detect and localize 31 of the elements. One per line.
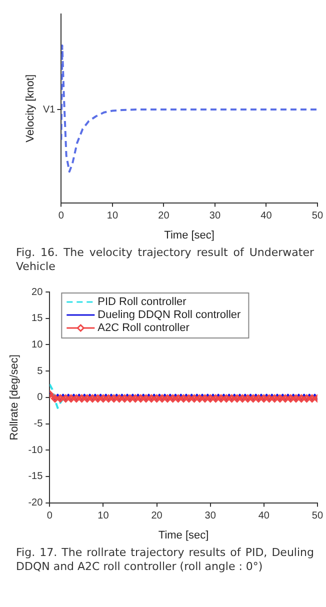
y-tick-label: 15 [32, 313, 44, 324]
x-tick-label: 50 [312, 510, 324, 522]
caption: Fig. 16. The velocity trajectory result of Underwater Vehicle [15, 246, 315, 275]
x-tick-label: 40 [258, 510, 270, 522]
x-axis-title: Time [sec] [164, 229, 214, 242]
x-tick-label: 20 [158, 210, 170, 222]
x-tick-label: 0 [46, 510, 53, 522]
x-tick-label: 10 [106, 210, 118, 222]
y-axis-title: Velocity [knot] [24, 74, 37, 142]
x-axis-title: Time [sec] [158, 529, 209, 542]
y-tick-label: 0 [37, 392, 44, 404]
legend-label: A2C Roll controller [98, 322, 190, 334]
x-tick-label: 30 [204, 510, 216, 522]
y-tick-label: -10 [28, 444, 44, 456]
legend-label: PID Roll controller [98, 296, 187, 308]
y-tick-label: 20 [32, 286, 44, 298]
y-tick-label: -5 [34, 418, 44, 430]
y-axis-title: Rollrate [deg/sec] [8, 354, 21, 440]
y-tick-label: 10 [32, 339, 44, 350]
y-tick-label: -15 [28, 471, 44, 482]
x-tick-label: 40 [260, 210, 272, 222]
x-tick-label: 10 [98, 510, 110, 522]
caption: Fig. 17. The rollrate trajectory results of PID, Deuling DDQN and A2C roll controller (roll angle : 0°) [15, 546, 315, 575]
x-tick-label: 0 [58, 210, 64, 222]
x-tick-label: 30 [209, 210, 221, 222]
x-tick-label: 20 [151, 510, 163, 522]
y-tick-label: -20 [28, 498, 44, 509]
x-tick-label: 50 [312, 210, 324, 222]
y-tick-label: 5 [37, 366, 44, 377]
legend-label: Dueling DDQN Roll controller [98, 309, 242, 322]
text: V1 [42, 104, 56, 116]
